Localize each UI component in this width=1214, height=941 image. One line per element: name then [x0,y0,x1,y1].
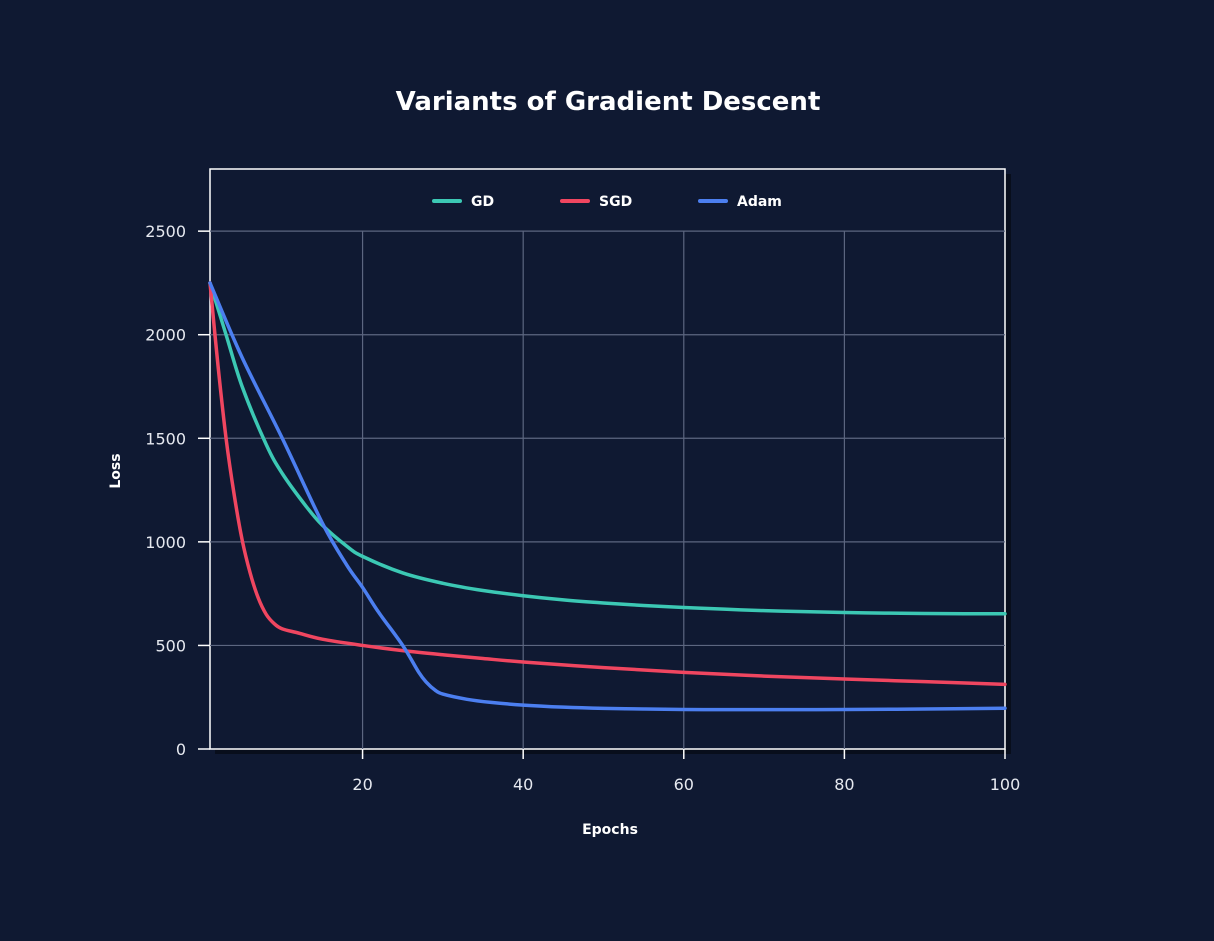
series-line-sgd [208,281,1007,687]
y-tick-label: 2000 [145,326,186,345]
x-tick-label: 60 [674,775,694,794]
y-tick-label: 1000 [145,533,186,552]
y-tick-label: 2500 [145,222,186,241]
plot-frame [209,168,1006,750]
y-tick-label: 0 [176,740,186,759]
legend-item-sgd[interactable]: SGD [560,194,632,210]
series-line-adam [208,281,1007,712]
legend-label: SGD [599,194,632,210]
x-tick-label: 20 [352,775,372,794]
x-tick-label: 80 [834,775,854,794]
x-ticks: 20 40 60 80 100 [352,749,1020,794]
legend-item-adam[interactable]: Adam [698,194,782,210]
chart-title: Variants of Gradient Descent [396,87,821,117]
legend-item-gd[interactable]: GD [432,194,494,210]
legend-label: GD [471,194,494,210]
y-tick-label: 1500 [145,429,186,448]
y-axis-label: Loss [108,453,124,488]
series-lines [208,281,1007,712]
x-tick-label: 100 [990,775,1021,794]
series-line-gd [208,281,1007,616]
y-ticks: 0 500 1000 1500 2000 2500 [145,222,210,759]
legend-label: Adam [737,194,782,210]
x-tick-label: 40 [513,775,533,794]
legend: GD SGD Adam [432,194,782,210]
x-axis-label: Epochs [582,822,638,838]
y-tick-label: 500 [155,636,186,655]
